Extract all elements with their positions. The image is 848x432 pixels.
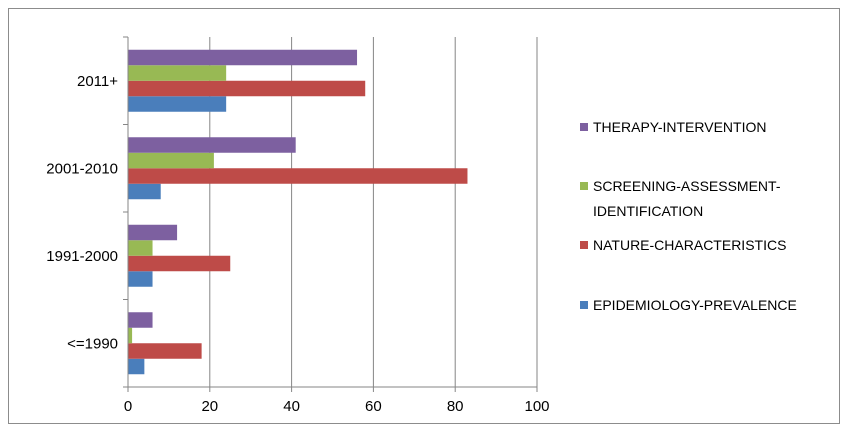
x-tick-label: 60	[365, 398, 382, 415]
bar	[128, 183, 161, 200]
y-category-label: <=1990	[67, 335, 118, 352]
bar	[128, 65, 227, 81]
bar	[128, 327, 133, 344]
x-tick-label: 0	[124, 398, 132, 415]
y-category-label: 2001-2010	[46, 160, 118, 177]
bar	[128, 343, 202, 359]
x-tick-label: 40	[283, 398, 300, 415]
legend-swatch	[580, 241, 588, 249]
legend: THERAPY-INTERVENTION SCREENING-ASSESSMENT…	[580, 119, 797, 313]
legend-label: IDENTIFICATION	[593, 203, 703, 219]
bar	[128, 96, 227, 112]
bar	[128, 312, 153, 328]
legend-label: EPIDEMIOLOGY-PREVALENCE	[593, 297, 797, 313]
bar	[128, 49, 358, 66]
bar	[128, 224, 178, 241]
y-category-label: 1991-2000	[46, 248, 118, 265]
legend-label: SCREENING-ASSESSMENT-	[593, 178, 781, 194]
bar	[128, 168, 468, 184]
bar	[128, 137, 296, 153]
bar	[128, 80, 366, 97]
bar	[128, 255, 231, 272]
axes	[123, 36, 538, 392]
legend-label: THERAPY-INTERVENTION	[593, 119, 766, 135]
chart-frame: 0 20 40 60 80 100 <=1990 1991-2000 2001-2010 2011…	[8, 8, 840, 424]
x-tick-label: 20	[201, 398, 218, 415]
bar	[128, 152, 214, 169]
bar	[128, 358, 145, 375]
legend-swatch	[580, 301, 588, 309]
bars	[128, 49, 468, 375]
legend-label: NATURE-CHARACTERISTICS	[593, 237, 786, 253]
legend-swatch	[580, 182, 588, 190]
bar	[128, 240, 153, 256]
bar-chart: 0 20 40 60 80 100 <=1990 1991-2000 2001-2010 2011…	[46, 36, 797, 415]
bar	[128, 271, 153, 287]
tick-labels: 0 20 40 60 80 100 <=1990 1991-2000 2001-2010 2011…	[46, 73, 549, 415]
legend-swatch	[580, 123, 588, 131]
y-category-label: 2011+	[77, 73, 118, 90]
x-tick-label: 80	[447, 398, 464, 415]
x-tick-label: 100	[524, 398, 549, 415]
